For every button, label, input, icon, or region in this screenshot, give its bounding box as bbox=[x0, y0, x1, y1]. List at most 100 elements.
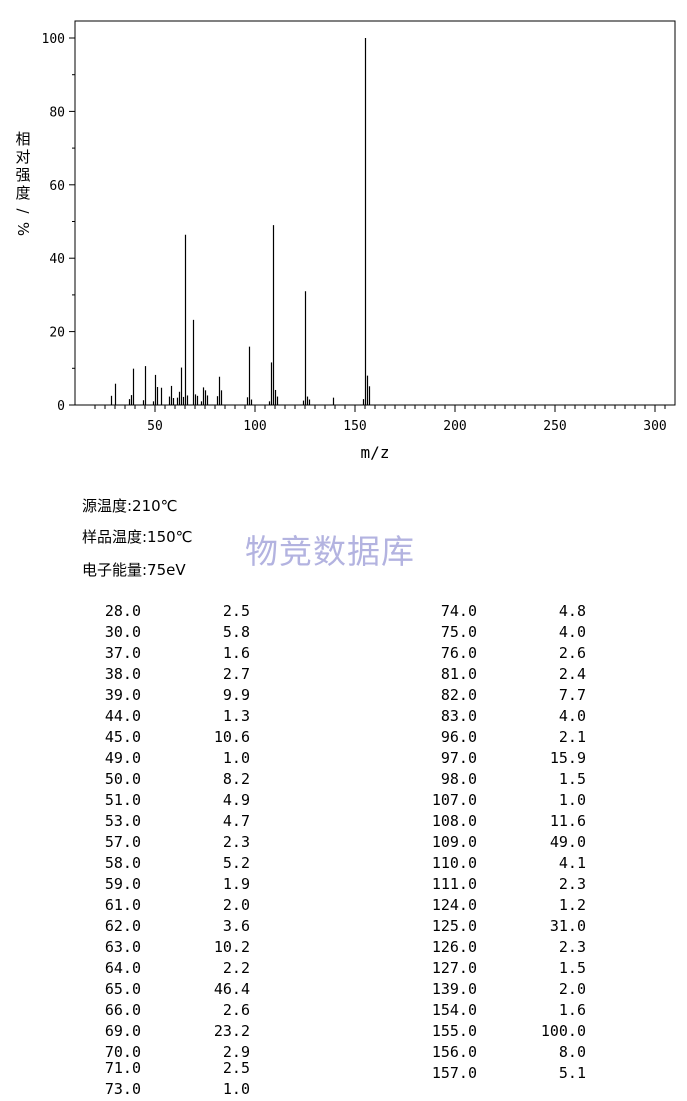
mz-value: 75.0 bbox=[440, 623, 477, 641]
peak-table-row: 110.0 4.1 bbox=[0, 854, 600, 875]
y-axis-label-char: 相 bbox=[15, 130, 31, 148]
peak-table-row: 75.0 4.0 bbox=[0, 623, 600, 644]
x-axis-label: m/z bbox=[361, 443, 390, 462]
peak-table-row: 69.0 23.2 bbox=[0, 1022, 260, 1043]
peak-table-row: 65.0 46.4 bbox=[0, 980, 260, 1001]
peak-table-row: 74.0 4.8 bbox=[0, 602, 600, 623]
mz-value: 96.0 bbox=[440, 728, 477, 746]
mz-value: 154.0 bbox=[431, 1001, 477, 1019]
intensity-value: 15.9 bbox=[549, 749, 586, 767]
intensity-value: 9.9 bbox=[222, 686, 250, 704]
mass-spectrum-chart: 0 20 40 60 80 100 50 100 150 200 250 300 m/z bbox=[42, 20, 676, 462]
mz-value: 83.0 bbox=[440, 707, 477, 725]
peak-table-row: 64.0 2.2 bbox=[0, 959, 260, 980]
intensity-value: 2.5 bbox=[222, 1059, 250, 1077]
intensity-value: 10.6 bbox=[213, 728, 250, 746]
intensity-value: 2.4 bbox=[558, 665, 586, 683]
intensity-value: 11.6 bbox=[549, 812, 586, 830]
peak-table-row: 127.0 1.5 bbox=[0, 959, 600, 980]
intensity-value: 1.5 bbox=[558, 770, 586, 788]
peak-table-row: 124.0 1.2 bbox=[0, 896, 600, 917]
mz-value: 139.0 bbox=[431, 980, 477, 998]
peak-table-row: 44.0 1.3 bbox=[0, 707, 260, 728]
intensity-value: 5.1 bbox=[558, 1064, 586, 1082]
peak-table-row: 139.0 2.0 bbox=[0, 980, 600, 1001]
mz-value: 61.0 bbox=[104, 896, 141, 914]
y-tick-label: 20 bbox=[49, 326, 65, 341]
intensity-value: 4.0 bbox=[558, 707, 586, 725]
peak-table-row: 49.0 1.0 bbox=[0, 749, 260, 770]
mz-value: 64.0 bbox=[104, 959, 141, 977]
intensity-value: 2.3 bbox=[222, 833, 250, 851]
intensity-value: 2.1 bbox=[558, 728, 586, 746]
peak-table-row: 96.0 2.1 bbox=[0, 728, 600, 749]
y-axis-label-char: / bbox=[14, 208, 32, 214]
x-tick-label: 100 bbox=[243, 419, 266, 434]
intensity-value: 2.5 bbox=[222, 602, 250, 620]
y-tick-label: 60 bbox=[49, 179, 65, 194]
y-axis-label-text: 相对强度 /% bbox=[14, 130, 32, 238]
intensity-value: 2.3 bbox=[558, 875, 586, 893]
mz-value: 155.0 bbox=[431, 1022, 477, 1040]
mz-value: 70.0 bbox=[104, 1043, 141, 1061]
intensity-value: 3.6 bbox=[222, 917, 250, 935]
intensity-value: 2.6 bbox=[558, 644, 586, 662]
peak-table-row: 83.0 4.0 bbox=[0, 707, 600, 728]
x-tick-label: 200 bbox=[443, 419, 466, 434]
peak-table-row: 39.0 9.9 bbox=[0, 686, 260, 707]
peak-table-row: 111.0 2.3 bbox=[0, 875, 600, 896]
mz-value: 49.0 bbox=[104, 749, 141, 767]
mz-value: 126.0 bbox=[431, 938, 477, 956]
intensity-value: 4.8 bbox=[558, 602, 586, 620]
intensity-value: 1.3 bbox=[222, 707, 250, 725]
intensity-value: 2.3 bbox=[558, 938, 586, 956]
mz-value: 71.0 bbox=[104, 1059, 141, 1077]
peak-table-row: 71.0 2.5 bbox=[0, 1059, 260, 1080]
mz-value: 157.0 bbox=[431, 1064, 477, 1082]
intensity-value: 7.7 bbox=[558, 686, 586, 704]
intensity-value: 2.0 bbox=[222, 896, 250, 914]
mz-value: 59.0 bbox=[104, 875, 141, 893]
intensity-value: 1.6 bbox=[222, 644, 250, 662]
mz-value: 76.0 bbox=[440, 644, 477, 662]
intensity-value: 1.0 bbox=[222, 1080, 250, 1098]
peak-table-row: 157.0 5.1 bbox=[0, 1064, 600, 1085]
intensity-value: 1.0 bbox=[222, 749, 250, 767]
y-tick-label: 100 bbox=[42, 32, 65, 47]
y-axis-label-char: 对 bbox=[15, 148, 31, 166]
mz-value: 110.0 bbox=[431, 854, 477, 872]
y-axis-label-char: 度 bbox=[15, 184, 31, 202]
mz-value: 124.0 bbox=[431, 896, 477, 914]
y-tick-label: 80 bbox=[49, 105, 65, 120]
mz-value: 73.0 bbox=[104, 1080, 141, 1098]
mz-value: 108.0 bbox=[431, 812, 477, 830]
intensity-value: 4.7 bbox=[222, 812, 250, 830]
peak-table-row: 98.0 1.5 bbox=[0, 770, 600, 791]
peak-table-row: 61.0 2.0 bbox=[0, 896, 260, 917]
intensity-value: 4.1 bbox=[558, 854, 586, 872]
peak-table-row: 70.0 2.9 bbox=[0, 1043, 260, 1064]
peak-table-row: 97.0 15.9 bbox=[0, 749, 600, 770]
mz-value: 125.0 bbox=[431, 917, 477, 935]
mz-value: 58.0 bbox=[104, 854, 141, 872]
intensity-value: 49.0 bbox=[549, 833, 586, 851]
mz-value: 30.0 bbox=[104, 623, 141, 641]
sample-temperature: 样品温度:150℃ bbox=[82, 528, 193, 546]
peak-table-row: 51.0 4.9 bbox=[0, 791, 260, 812]
mz-value: 74.0 bbox=[440, 602, 477, 620]
intensity-value: 1.9 bbox=[222, 875, 250, 893]
mz-value: 97.0 bbox=[440, 749, 477, 767]
intensity-value: 5.2 bbox=[222, 854, 250, 872]
mz-value: 81.0 bbox=[440, 665, 477, 683]
intensity-value: 1.0 bbox=[558, 791, 586, 809]
mz-value: 127.0 bbox=[431, 959, 477, 977]
intensity-value: 23.2 bbox=[213, 1022, 250, 1040]
intensity-value: 31.0 bbox=[549, 917, 586, 935]
mz-value: 69.0 bbox=[104, 1022, 141, 1040]
mz-value: 156.0 bbox=[431, 1043, 477, 1061]
peak-table-row: 155.0 100.0 bbox=[0, 1022, 600, 1043]
mz-value: 50.0 bbox=[104, 770, 141, 788]
y-axis-label-char: 强 bbox=[15, 166, 31, 184]
intensity-value: 100.0 bbox=[540, 1022, 586, 1040]
peak-table-row: 53.0 4.7 bbox=[0, 812, 260, 833]
